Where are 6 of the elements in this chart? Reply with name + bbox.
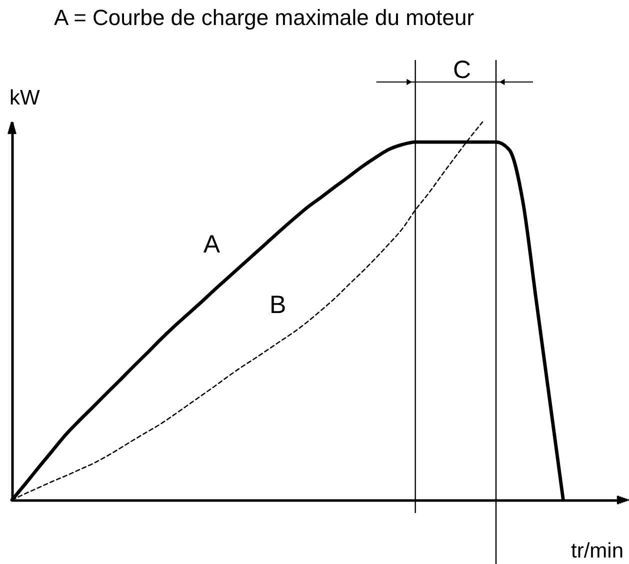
y-axis-title: kW xyxy=(10,86,40,110)
text: C xyxy=(452,56,472,84)
series-label: B xyxy=(270,290,286,319)
x-axis-title: tr/min xyxy=(571,540,624,562)
series-label: A xyxy=(203,230,220,259)
chart-title: A = Courbe de charge maximale du moteur xyxy=(54,5,474,30)
